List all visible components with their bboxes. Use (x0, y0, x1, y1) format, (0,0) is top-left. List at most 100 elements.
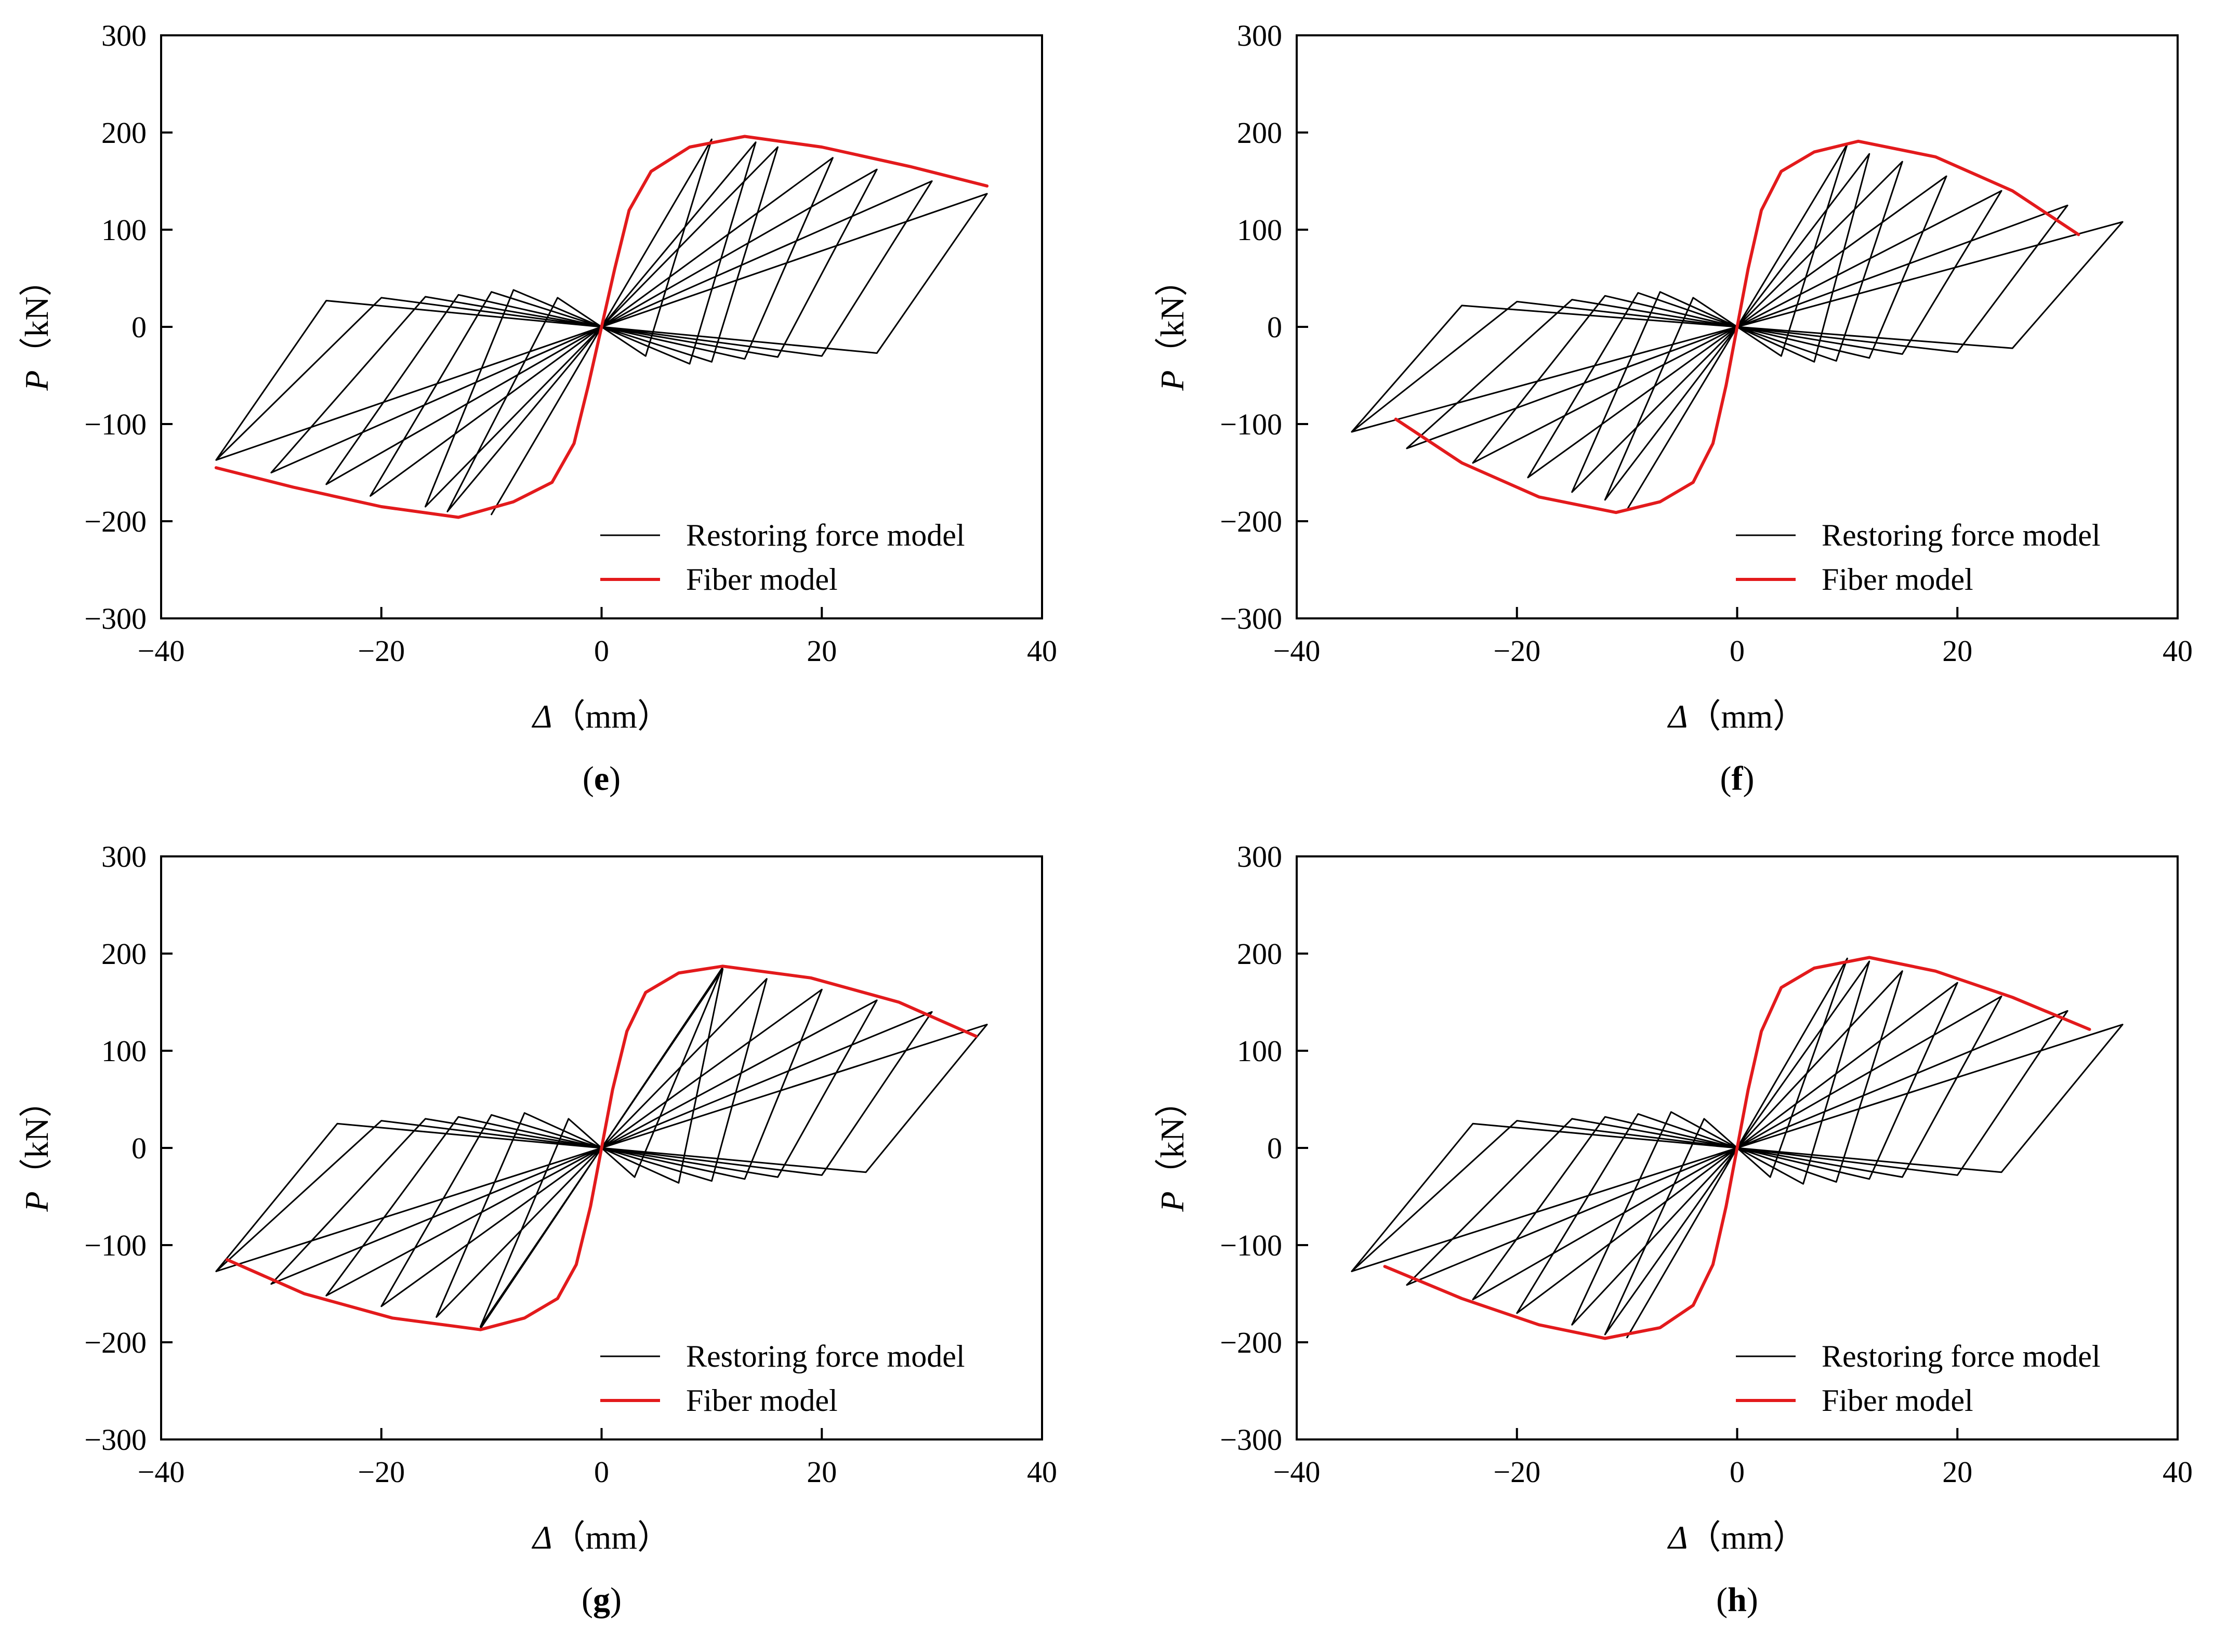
panel-label-part: ) (610, 1581, 622, 1619)
x-tick-label: 40 (2163, 634, 2193, 668)
y-tick-label: 200 (1237, 937, 1282, 971)
x-tick-label: 40 (1027, 634, 1057, 668)
y-tick-label: −100 (84, 407, 147, 441)
y-tick-label: 100 (1237, 1034, 1282, 1068)
legend-label-restoring-force: Restoring force model (686, 518, 965, 552)
y-tick-label: −200 (1220, 505, 1282, 538)
x-tick-label: 0 (594, 634, 609, 668)
panel-label-part: ( (583, 760, 594, 798)
panel-label: (e) (583, 760, 621, 798)
chart-panel-h: −40 −20 0 20 40−300−200−1000100200300Δ（mm）P（… (1154, 840, 2193, 1619)
x-tick-label: 40 (2163, 1455, 2193, 1489)
panel-label-part: g (593, 1581, 610, 1619)
restoring-force-line (1351, 143, 2124, 511)
x-tick-label: −40 (1273, 634, 1321, 668)
x-tick-label: 20 (807, 1455, 837, 1489)
legend-label-fiber-model: Fiber model (686, 562, 838, 597)
y-tick-label: 300 (1237, 840, 1282, 874)
panel-label-part: ) (1747, 1581, 1758, 1619)
x-tick-label: 20 (1942, 1455, 1972, 1489)
x-axis-unit: （mm） (552, 1519, 671, 1556)
chart-panel-g: −40 −20 0 20 40−300−200−1000100200300Δ（mm）P（… (18, 840, 1057, 1619)
restoring-force-line (215, 966, 988, 1330)
y-tick-label: −200 (84, 1326, 147, 1359)
legend-label-fiber-model: Fiber model (686, 1383, 838, 1418)
y-tick-label: 100 (1237, 213, 1282, 247)
y-axis-label: P（kN） (1154, 1084, 1191, 1212)
y-tick-label: −300 (84, 1423, 147, 1457)
y-tick-label: 300 (1237, 19, 1282, 52)
x-axis-symbol: Δ (1667, 698, 1688, 735)
y-axis-unit: （kN） (1154, 1084, 1191, 1191)
legend-label-restoring-force: Restoring force model (1822, 518, 2101, 552)
y-tick-label: −100 (84, 1228, 147, 1262)
y-axis-label: P（kN） (18, 1084, 55, 1212)
fiber-model-line (214, 135, 989, 519)
panel-label-part: f (1732, 760, 1744, 798)
panel-label-part: ( (1720, 760, 1732, 798)
panel-label-part: ( (1716, 1581, 1728, 1619)
y-axis-unit: （kN） (18, 263, 55, 370)
y-tick-label: 0 (131, 310, 147, 344)
legend-label-fiber-model: Fiber model (1822, 1383, 1973, 1418)
y-tick-label: 0 (1267, 1131, 1282, 1165)
y-tick-label: −300 (84, 602, 147, 636)
y-tick-label: −200 (1220, 1326, 1282, 1359)
panel-label-part: e (594, 760, 609, 798)
x-axis-symbol: Δ (531, 698, 552, 735)
x-tick-label: −40 (1273, 1455, 1321, 1489)
x-tick-label: −40 (138, 634, 185, 668)
x-axis-unit: （mm） (1688, 698, 1807, 735)
y-tick-label: 300 (101, 840, 147, 874)
y-tick-label: −200 (84, 505, 147, 538)
panel-label: (f) (1720, 760, 1755, 798)
legend-label-restoring-force: Restoring force model (1822, 1339, 2101, 1373)
y-axis-unit: （kN） (1154, 263, 1191, 370)
x-axis-unit: （mm） (552, 698, 671, 735)
chart-panel-f: −40 −20 0 20 40−300−200−1000100200300Δ（mm）P（… (1154, 19, 2193, 798)
x-tick-label: −40 (138, 1455, 185, 1489)
y-tick-label: −100 (1220, 407, 1282, 441)
x-tick-label: 40 (1027, 1455, 1057, 1489)
y-tick-label: 300 (101, 19, 147, 52)
panel-label: (h) (1716, 1581, 1758, 1619)
panel-label-part: h (1728, 1581, 1747, 1619)
x-tick-label: −20 (1493, 634, 1540, 668)
y-axis-unit: （kN） (18, 1084, 55, 1191)
y-tick-label: 200 (101, 937, 147, 971)
x-axis-label: Δ（mm） (531, 698, 670, 735)
y-axis-symbol: P (1154, 371, 1191, 391)
y-tick-label: 0 (131, 1131, 147, 1165)
y-tick-label: 100 (101, 213, 147, 247)
x-axis-label: Δ（mm） (531, 1519, 670, 1556)
x-tick-label: 0 (1730, 634, 1745, 668)
y-tick-label: 100 (101, 1034, 147, 1068)
x-axis-symbol: Δ (1667, 1519, 1688, 1556)
x-tick-label: −20 (358, 634, 405, 668)
x-axis-unit: （mm） (1688, 1519, 1807, 1556)
legend-label-fiber-model: Fiber model (1822, 562, 1973, 597)
x-axis-symbol: Δ (531, 1519, 552, 1556)
x-axis-label: Δ（mm） (1667, 1519, 1806, 1556)
fiber-model-line (1383, 956, 2091, 1340)
x-axis-label: Δ（mm） (1667, 698, 1806, 735)
y-tick-label: −300 (1220, 602, 1282, 636)
fiber-model-line (226, 964, 978, 1331)
x-tick-label: 0 (594, 1455, 609, 1489)
panel-label: (g) (582, 1581, 622, 1619)
y-axis-label: P（kN） (18, 263, 55, 391)
x-tick-label: −20 (1493, 1455, 1540, 1489)
legend-label-restoring-force: Restoring force model (686, 1339, 965, 1373)
x-tick-label: 20 (807, 634, 837, 668)
panel-label-part: ( (582, 1581, 593, 1619)
restoring-force-line (215, 138, 988, 516)
y-tick-label: 200 (1237, 116, 1282, 150)
fiber-model-line (1394, 139, 2080, 514)
x-tick-label: 0 (1730, 1455, 1745, 1489)
y-tick-label: −100 (1220, 1228, 1282, 1262)
y-tick-label: 200 (101, 116, 147, 150)
y-axis-label: P（kN） (1154, 263, 1191, 391)
x-tick-label: −20 (358, 1455, 405, 1489)
y-axis-symbol: P (18, 1192, 55, 1212)
